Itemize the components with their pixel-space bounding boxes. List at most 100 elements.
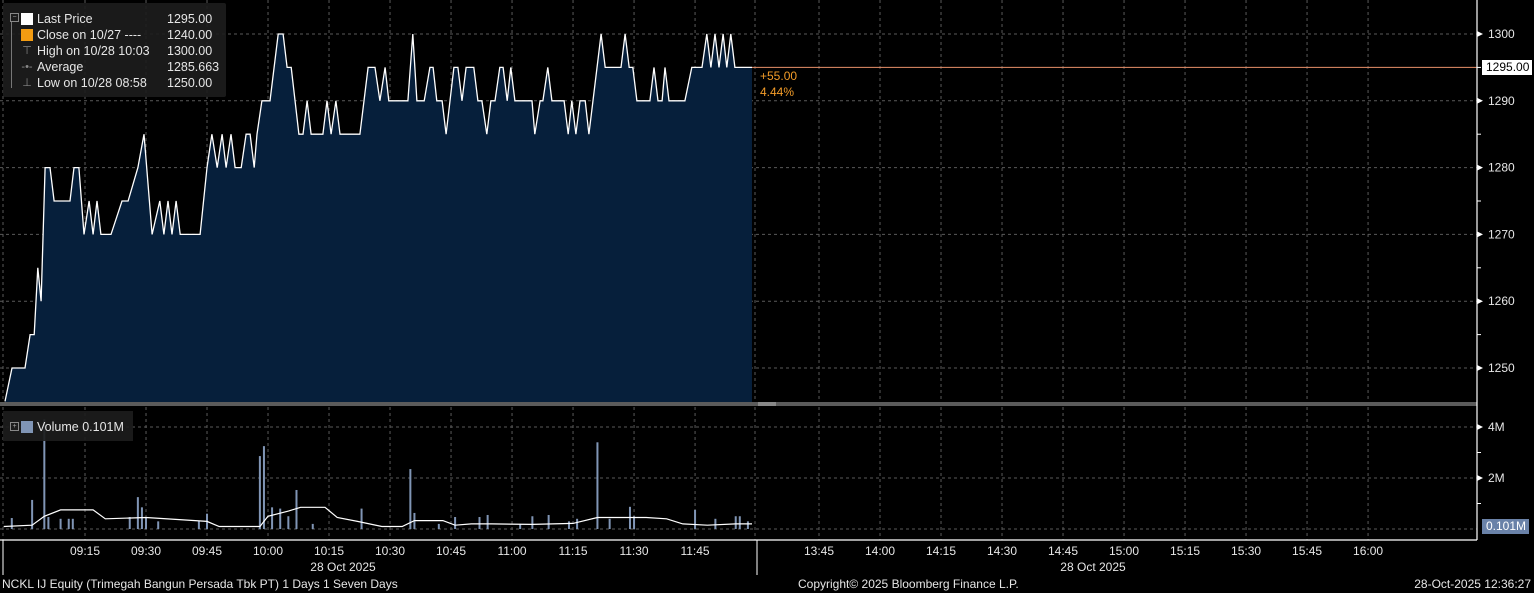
y-tick-label: 1270 <box>1488 227 1515 241</box>
x-tick-label: 14:00 <box>865 544 895 558</box>
orange-square-icon <box>21 29 33 41</box>
legend-row-average[interactable]: -•- Average 1285.663 <box>3 59 226 75</box>
x-tick-label: 14:45 <box>1048 544 1078 558</box>
y-tick-mark <box>1477 424 1483 430</box>
x-tick-label: 11:45 <box>680 544 709 558</box>
legend-label: Average <box>37 60 84 74</box>
y-tick-mark <box>1477 31 1483 37</box>
volume-bar <box>738 516 741 529</box>
x-tick-label: 15:30 <box>1231 544 1261 558</box>
legend-row-low[interactable]: ⊥ Low on 10/28 08:58 1250.00 <box>3 75 226 91</box>
volume-bar <box>567 521 570 529</box>
x-date-label: 28 Oct 2025 <box>1060 560 1126 574</box>
legend-value: 1285.663 <box>167 60 220 74</box>
volume-bar <box>279 508 282 529</box>
volume-bar <box>714 518 717 529</box>
volume-tick-label: 4M <box>1488 420 1505 434</box>
x-tick-label: 15:15 <box>1170 544 1200 558</box>
volume-bar <box>596 442 599 529</box>
volume-average-line <box>3 506 752 528</box>
copyright: Copyright© 2025 Bloomberg Finance L.P. <box>798 577 1019 591</box>
legend-label: High on 10/28 10:03 <box>37 44 150 58</box>
collapse-icon[interactable]: − <box>10 13 19 22</box>
x-tick-label: 13:45 <box>804 544 834 558</box>
x-tick-label: 16:00 <box>1353 544 1383 558</box>
change-percent: 4.44% <box>760 85 795 99</box>
y-tick-label: 1300 <box>1488 27 1515 41</box>
legend-row-high[interactable]: ⊤ High on 10/28 10:03 1300.00 <box>3 43 226 59</box>
legend-tree-line <box>11 13 18 88</box>
panel-resize-handle <box>758 402 776 406</box>
price-series <box>4 33 1477 402</box>
volume-bar <box>10 518 13 529</box>
panel-separator <box>0 402 1477 406</box>
y-tick-mark <box>1477 97 1483 104</box>
legend-row-volume[interactable]: Volume 0.101M <box>3 419 226 435</box>
volume-bar <box>145 517 148 529</box>
y-tick-mark <box>1477 231 1483 238</box>
x-tick-label: 10:00 <box>253 544 283 558</box>
last-price-tag: 1295.00 <box>1482 60 1533 75</box>
volume-bar <box>409 469 412 529</box>
x-tick-label: 11:00 <box>497 544 526 558</box>
volume-bar <box>258 456 261 529</box>
volume-bar <box>31 499 34 529</box>
legend-value: 1300.00 <box>167 44 213 58</box>
volume-legend: + Volume 0.101M <box>3 411 133 441</box>
legend-label: Volume 0.101M <box>37 420 124 434</box>
x-tick-label: 10:45 <box>436 544 466 558</box>
volume-bar <box>694 509 697 529</box>
legend-label: Close on 10/27 ---- <box>37 28 142 42</box>
x-tick-label: 10:15 <box>314 544 344 558</box>
volume-bar <box>71 518 74 529</box>
y-tick-mark <box>1477 164 1483 171</box>
volume-bar <box>59 518 62 529</box>
volume-bar <box>454 517 457 529</box>
volume-bar <box>478 517 481 529</box>
x-tick-label: 11:30 <box>619 544 648 558</box>
legend-label: Low on 10/28 08:58 <box>37 76 147 90</box>
volume-bar <box>136 497 139 529</box>
low-marker-icon: ⊥ <box>22 77 32 89</box>
x-date-label: 28 Oct 2025 <box>310 560 376 574</box>
volume-bar <box>157 521 160 529</box>
volume-bar <box>437 523 440 529</box>
volume-bar <box>262 446 265 529</box>
legend-row-last-price[interactable]: Last Price 1295.00 <box>3 11 226 27</box>
timestamp: 28-Oct-2025 12:36:27 <box>1414 577 1531 591</box>
security-description: NCKL IJ Equity (Trimegah Bangun Persada … <box>2 577 398 591</box>
x-tick-label: 15:45 <box>1292 544 1322 558</box>
volume-bar <box>633 516 636 529</box>
y-tick-label: 1250 <box>1488 361 1515 375</box>
white-square-icon <box>21 13 33 25</box>
axes: 1300 1290 1280 1270 1260 1250 4M 2M 09:15 09:30 09… <box>0 0 1515 575</box>
volume-bar <box>67 518 70 529</box>
average-marker-icon: -•- <box>21 61 33 73</box>
price-legend: − Last Price 1295.00 Close on 10/27 ----… <box>3 3 226 97</box>
y-tick-label: 1280 <box>1488 161 1515 175</box>
price-line <box>4 33 752 402</box>
volume-bar <box>576 518 579 529</box>
legend-value: 1295.00 <box>167 12 213 26</box>
volume-bar <box>295 489 298 529</box>
x-tick-label: 14:15 <box>926 544 956 558</box>
volume-bar <box>519 523 522 529</box>
volume-bar <box>547 514 550 529</box>
volume-bar <box>311 523 314 529</box>
x-tick-label: 09:30 <box>131 544 161 558</box>
x-tick-label: 11:15 <box>558 544 587 558</box>
volume-series <box>3 419 752 529</box>
volume-bar <box>746 521 749 529</box>
y-tick-mark <box>1477 298 1483 305</box>
volume-bar <box>360 508 363 529</box>
y-tick-mark <box>1477 365 1483 371</box>
legend-label: Last Price <box>37 12 93 26</box>
legend-row-close[interactable]: Close on 10/27 ---- 1240.00 <box>3 27 226 43</box>
volume-bar <box>287 516 290 529</box>
volume-bar <box>43 419 46 529</box>
volume-bar <box>531 516 534 529</box>
volume-square-icon <box>21 421 33 433</box>
expand-icon[interactable]: + <box>10 422 19 431</box>
x-tick-label: 15:00 <box>1109 544 1139 558</box>
